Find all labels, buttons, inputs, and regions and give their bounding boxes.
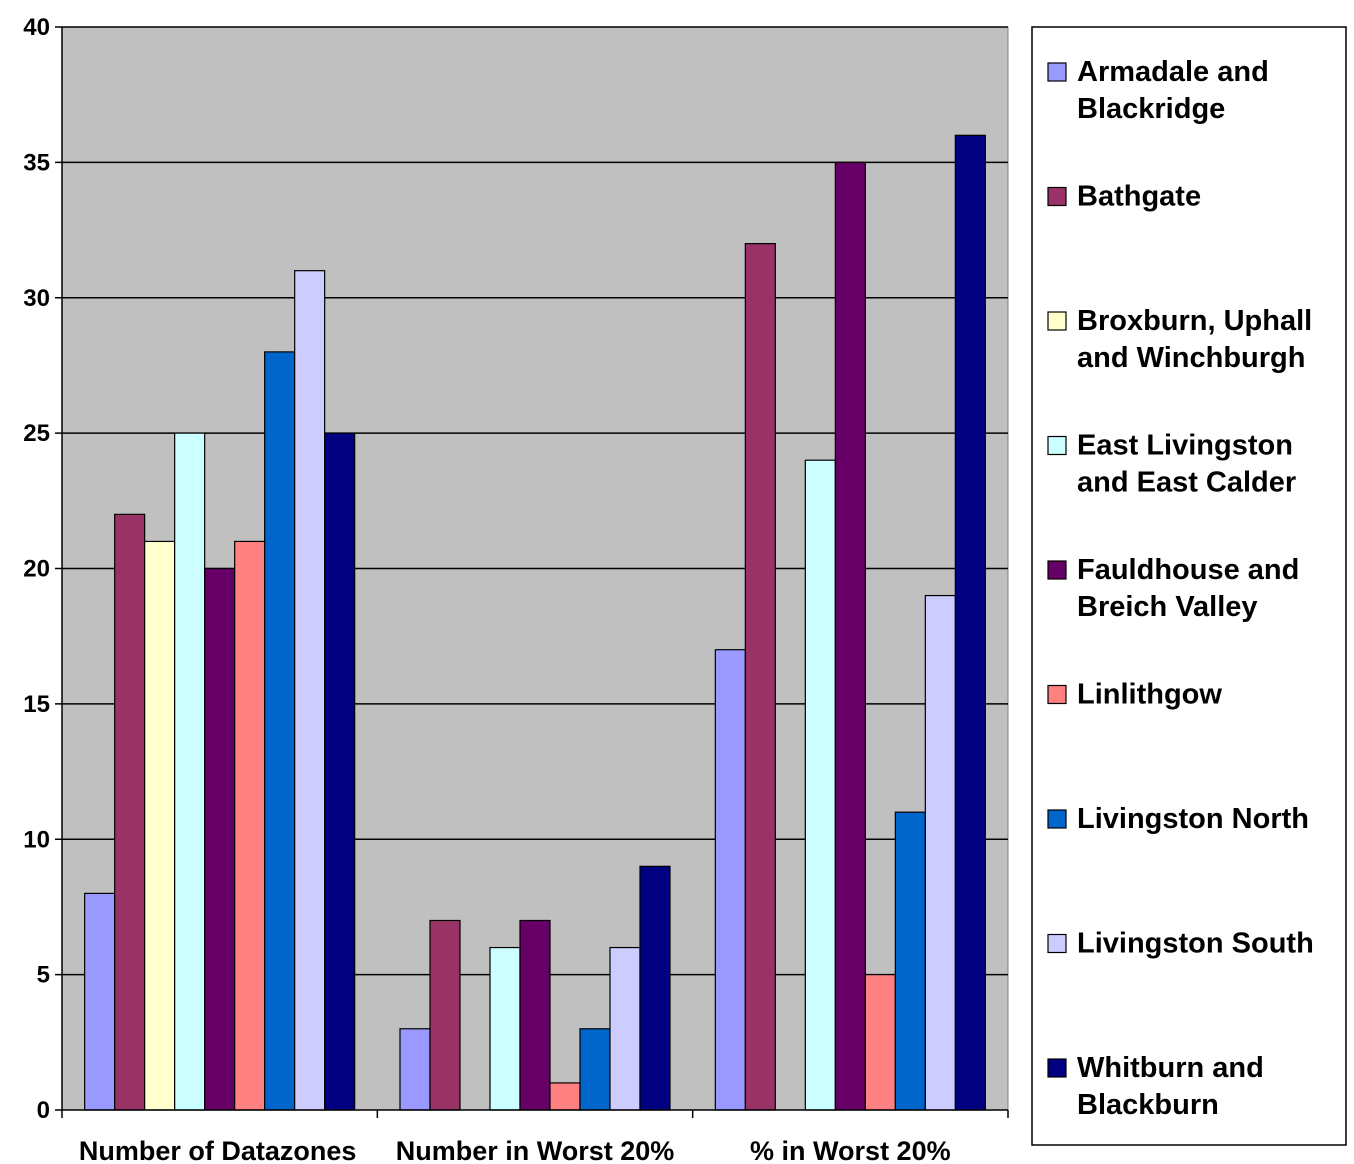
y-tick-label: 10 (23, 826, 50, 853)
bar (894, 811, 926, 1111)
legend-box (1031, 26, 1347, 1146)
axes: 0 5 10 15 20 25 30 35 40 Number of Datazones Numbe… (23, 14, 1009, 1164)
y-tick-label: 40 (23, 14, 50, 41)
legend-swatch (1047, 435, 1067, 456)
bar (579, 1028, 611, 1111)
legend-label: Livingston North (1077, 803, 1309, 835)
legend-label: Armadale and (1077, 56, 1269, 88)
y-tick-label: 25 (23, 420, 50, 447)
bar (714, 649, 746, 1111)
legend-swatch (1047, 684, 1067, 705)
bar (264, 351, 296, 1111)
y-tick-label: 20 (23, 556, 50, 583)
legend-label: Blackburn (1077, 1089, 1219, 1121)
bar (864, 974, 896, 1111)
bar (744, 243, 776, 1111)
bar (84, 892, 116, 1111)
bar (639, 865, 671, 1111)
bar (144, 540, 176, 1111)
legend-swatch (1047, 186, 1067, 207)
bar (519, 919, 551, 1111)
bar (429, 919, 461, 1111)
legend-label: East Livingston (1077, 430, 1293, 462)
legend-swatch (1047, 1058, 1067, 1078)
bars (84, 134, 986, 1111)
y-tick-label: 0 (37, 1097, 50, 1124)
bar (174, 432, 206, 1111)
bar (204, 567, 236, 1111)
y-tick-label: 30 (23, 285, 50, 312)
legend-label: Breich Valley (1077, 591, 1258, 623)
bar (294, 270, 326, 1111)
legend-label: Livingston South (1077, 928, 1314, 960)
bar (609, 946, 641, 1111)
legend-swatch (1047, 809, 1067, 829)
bar (399, 1028, 431, 1111)
bar (549, 1082, 581, 1111)
y-tick-label: 15 (23, 691, 50, 718)
bar (489, 946, 521, 1111)
x-category-label: % in Worst 20% (750, 1136, 951, 1164)
bar (924, 594, 956, 1111)
legend-label: Bathgate (1077, 181, 1201, 213)
y-tick-label: 35 (23, 149, 50, 176)
bar (954, 134, 986, 1111)
bar (834, 161, 866, 1111)
y-tick-label: 5 (37, 962, 50, 989)
bar (114, 513, 146, 1111)
x-category-label: Number in Worst 20% (396, 1136, 675, 1164)
bar (804, 459, 836, 1111)
legend-swatch (1047, 560, 1067, 580)
legend-label: and Winchburgh (1077, 342, 1306, 374)
bar (234, 540, 266, 1111)
legend-swatch (1047, 62, 1067, 82)
legend-label: Blackridge (1077, 93, 1225, 125)
bar (324, 432, 356, 1111)
legend-swatch (1047, 933, 1067, 954)
legend: Armadale and Blackridge Bathgate Broxburn, … (1031, 26, 1347, 1146)
legend-label: Broxburn, Uphall (1077, 305, 1312, 337)
legend-label: Linlithgow (1077, 679, 1222, 711)
x-category-label: Number of Datazones (79, 1136, 357, 1164)
legend-label: and East Calder (1077, 467, 1296, 499)
legend-swatch (1047, 311, 1067, 331)
legend-label: Whitburn and (1077, 1052, 1264, 1084)
legend-label: Fauldhouse and (1077, 554, 1299, 586)
